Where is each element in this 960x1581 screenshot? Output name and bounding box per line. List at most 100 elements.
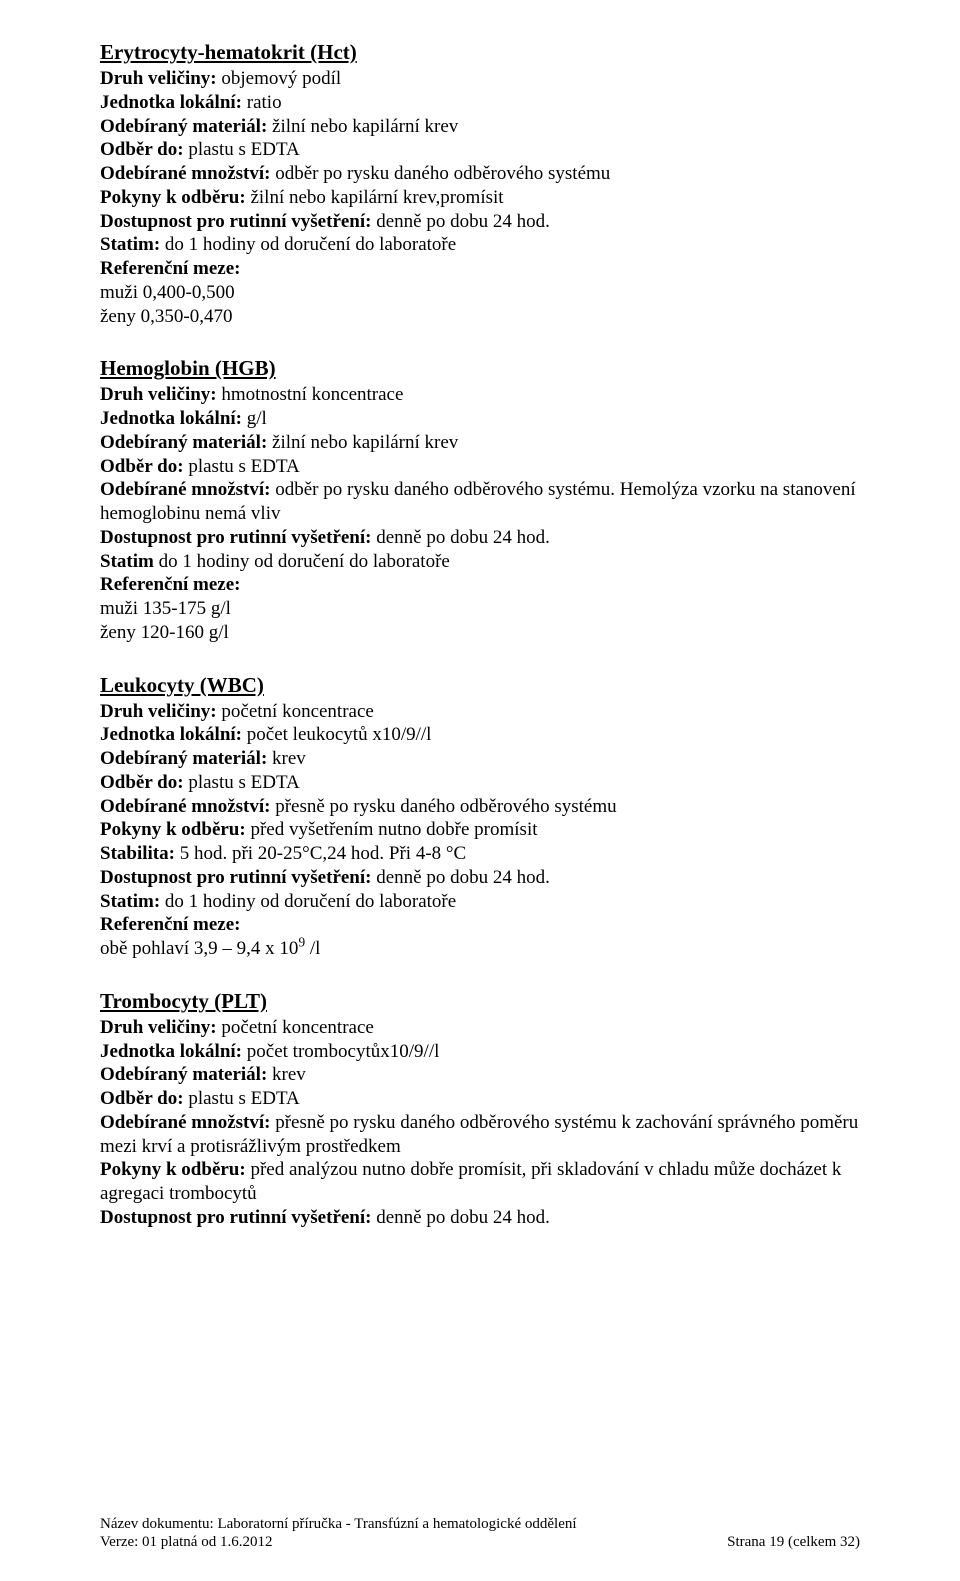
line: Dostupnost pro rutinní vyšetření: denně … (100, 866, 860, 890)
line-value: žilní nebo kapilární krev (272, 432, 458, 453)
line-label: Odebírané množství: (100, 1112, 275, 1133)
line: Referenční meze: (100, 573, 860, 597)
line-label: Jednotka lokální: (100, 1041, 247, 1062)
section-title: Leukocyty (WBC) (100, 673, 860, 698)
line-value: do 1 hodiny od doručení do laboratoře (165, 891, 456, 912)
line: Druh veličiny: objemový podíl (100, 67, 860, 91)
line-label: Odběr do: (100, 139, 188, 160)
line-value: objemový podíl (221, 68, 341, 89)
line-label: Statim: (100, 891, 165, 912)
line-label: Dostupnost pro rutinní vyšetření: (100, 867, 376, 888)
line-label: Odběr do: (100, 456, 188, 477)
section: Hemoglobin (HGB)Druh veličiny: hmotnostn… (100, 356, 860, 644)
line: Odebíraný materiál: krev (100, 747, 860, 771)
line: Druh veličiny: početní koncentrace (100, 700, 860, 724)
line-value: plastu s EDTA (188, 456, 299, 477)
line-value: krev (272, 748, 306, 769)
line-value: plastu s EDTA (188, 139, 299, 160)
line: Pokyny k odběru: před analýzou nutno dob… (100, 1158, 860, 1206)
line: Jednotka lokální: ratio (100, 91, 860, 115)
line: Jednotka lokální: počet leukocytů x10/9/… (100, 723, 860, 747)
line-value: denně po dobu 24 hod. (376, 867, 550, 888)
footer-version: Verze: 01 platná od 1.6.2012 (100, 1533, 272, 1551)
line: Referenční meze: (100, 257, 860, 281)
line: Odebírané množství: odběr po rysku danéh… (100, 162, 860, 186)
line-value: hmotnostní koncentrace (221, 384, 403, 405)
page: Erytrocyty-hematokrit (Hct)Druh veličiny… (0, 0, 960, 1581)
line-value: denně po dobu 24 hod. (376, 527, 550, 548)
line-value: plastu s EDTA (188, 772, 299, 793)
footer-line2: Verze: 01 platná od 1.6.2012 Strana 19 (… (100, 1533, 860, 1551)
line-label: Odebíraný materiál: (100, 432, 272, 453)
line-label: Odebíraný materiál: (100, 116, 272, 137)
line: Stabilita: 5 hod. při 20-25°C,24 hod. Př… (100, 842, 860, 866)
line-value: ženy 120-160 g/l (100, 622, 229, 643)
line-label: Referenční meze: (100, 258, 241, 279)
line-label: Pokyny k odběru: (100, 819, 250, 840)
line-label: Druh veličiny: (100, 701, 221, 722)
line-label: Statim (100, 551, 159, 572)
line-value: 5 hod. při 20-25°C,24 hod. Při 4-8 °C (180, 843, 466, 864)
line: Odebíraný materiál: žilní nebo kapilární… (100, 115, 860, 139)
line-label: Referenční meze: (100, 914, 241, 935)
line: ženy 0,350-0,470 (100, 305, 860, 329)
section-title: Erytrocyty-hematokrit (Hct) (100, 40, 860, 65)
line: Druh veličiny: hmotnostní koncentrace (100, 383, 860, 407)
line-label: Dostupnost pro rutinní vyšetření: (100, 527, 376, 548)
line-value: početní koncentrace (221, 701, 373, 722)
line: Odebírané množství: přesně po rysku dané… (100, 1111, 860, 1159)
line-label: Jednotka lokální: (100, 408, 247, 429)
line-label: Odebíraný materiál: (100, 1064, 272, 1085)
line: obě pohlaví 3,9 – 9,4 x 109 /l (100, 937, 860, 961)
footer-page-number: Strana 19 (celkem 32) (727, 1533, 860, 1551)
line-value: do 1 hodiny od doručení do laboratoře (159, 551, 450, 572)
line-value: odběr po rysku daného odběrového systému (275, 163, 610, 184)
line-value: g/l (247, 408, 267, 429)
line-label: Dostupnost pro rutinní vyšetření: (100, 1207, 376, 1228)
line: Odběr do: plastu s EDTA (100, 455, 860, 479)
document-content: Erytrocyty-hematokrit (Hct)Druh veličiny… (100, 40, 860, 1230)
line-label: Pokyny k odběru: (100, 1159, 250, 1180)
line-label: Odebírané množství: (100, 479, 275, 500)
line-label: Druh veličiny: (100, 68, 221, 89)
line-value: žilní nebo kapilární krev (272, 116, 458, 137)
line-label: Odebírané množství: (100, 796, 275, 817)
line-value: počet leukocytů x10/9//l (247, 724, 432, 745)
line: Pokyny k odběru: před vyšetřením nutno d… (100, 818, 860, 842)
line-label: Stabilita: (100, 843, 180, 864)
line-label: Odebírané množství: (100, 163, 275, 184)
line-label: Jednotka lokální: (100, 92, 247, 113)
line-value: do 1 hodiny od doručení do laboratoře (165, 234, 456, 255)
line-value: muži 0,400-0,500 (100, 282, 235, 303)
line: Odběr do: plastu s EDTA (100, 1087, 860, 1111)
line-value: ženy 0,350-0,470 (100, 306, 232, 327)
line: Odběr do: plastu s EDTA (100, 771, 860, 795)
line-label: Druh veličiny: (100, 384, 221, 405)
footer-doc-name: Název dokumentu: Laboratorní příručka - … (100, 1515, 860, 1533)
line-label: Jednotka lokální: (100, 724, 247, 745)
line: Jednotka lokální: počet trombocytůx10/9/… (100, 1040, 860, 1064)
line-label: Pokyny k odběru: (100, 187, 250, 208)
line: Odebíraný materiál: žilní nebo kapilární… (100, 431, 860, 455)
line-value: plastu s EDTA (188, 1088, 299, 1109)
line-tail: /l (305, 938, 320, 959)
section: Leukocyty (WBC)Druh veličiny: početní ko… (100, 673, 860, 961)
line: Dostupnost pro rutinní vyšetření: denně … (100, 1206, 860, 1230)
line-label: Referenční meze: (100, 574, 241, 595)
line-value: před vyšetřením nutno dobře promísit (250, 819, 537, 840)
line: Druh veličiny: početní koncentrace (100, 1016, 860, 1040)
line-value: obě pohlaví 3,9 – 9,4 x 10 (100, 938, 298, 959)
line: Odběr do: plastu s EDTA (100, 138, 860, 162)
line: Statim do 1 hodiny od doručení do labora… (100, 550, 860, 574)
line: Odebírané množství: přesně po rysku dané… (100, 795, 860, 819)
line: Odebírané množství: odběr po rysku danéh… (100, 478, 860, 526)
line: muži 0,400-0,500 (100, 281, 860, 305)
line: Jednotka lokální: g/l (100, 407, 860, 431)
line-label: Dostupnost pro rutinní vyšetření: (100, 211, 376, 232)
line: muži 135-175 g/l (100, 597, 860, 621)
line-value: ratio (247, 92, 282, 113)
line: ženy 120-160 g/l (100, 621, 860, 645)
section: Erytrocyty-hematokrit (Hct)Druh veličiny… (100, 40, 860, 328)
line-value: žilní nebo kapilární krev,promísit (250, 187, 503, 208)
line-label: Statim: (100, 234, 165, 255)
